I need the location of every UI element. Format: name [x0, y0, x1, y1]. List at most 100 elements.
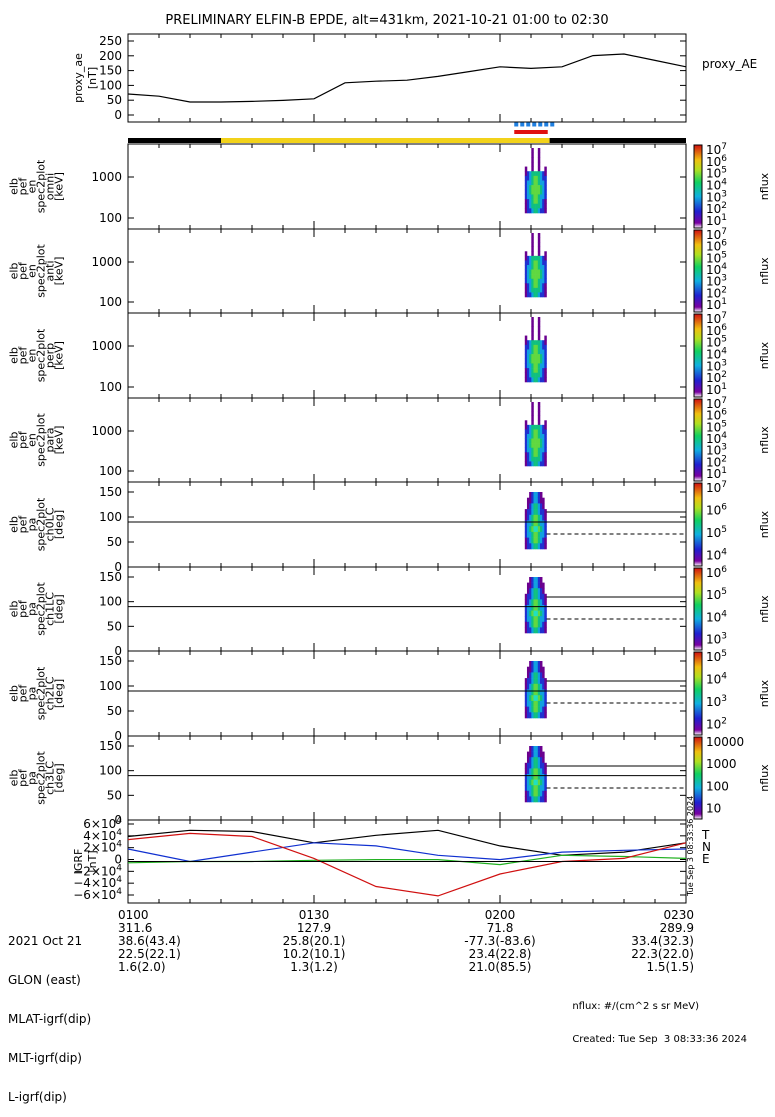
y-axis-label: spec2plot — [35, 328, 48, 382]
spectrogram-cell — [544, 199, 547, 205]
y-axis-label: spec2plot — [35, 666, 48, 720]
spectrogram-cell — [531, 411, 534, 417]
spectrogram-cell — [539, 706, 543, 713]
spectrogram-cell — [524, 434, 528, 439]
spectrogram-cell — [526, 424, 530, 430]
spectrogram-cell — [542, 695, 545, 702]
spectrogram-cell — [539, 695, 543, 702]
spectrogram-cell — [531, 203, 534, 209]
spectrogram-cell — [531, 678, 534, 685]
spectrogram-cell — [542, 456, 545, 462]
spectrogram-cell — [533, 503, 536, 510]
spectrogram-cell — [531, 689, 534, 696]
spectrogram-cell — [542, 354, 545, 360]
spectrogram-cell — [533, 443, 536, 449]
spectrogram-cell — [539, 429, 543, 435]
spectrogram-cell — [542, 672, 545, 679]
spectrogram-cell — [537, 443, 541, 449]
y-tick-label: 0 — [114, 644, 122, 658]
colorbar-tick-label: 104 — [706, 262, 727, 277]
spectrogram-cell — [537, 349, 541, 355]
spectrogram-cell — [531, 340, 534, 346]
footer-value: 25.8(20.1) — [283, 934, 346, 948]
spectrogram-cell — [529, 678, 532, 685]
y-tick-label: 50 — [107, 619, 122, 633]
spectrogram-cell — [531, 255, 534, 261]
spectrogram-cell — [535, 543, 539, 550]
y-axis-label: elb — [8, 770, 21, 787]
y-tick-label: 100 — [99, 78, 122, 92]
spectrogram-cell — [537, 610, 541, 617]
spectrogram-cell — [544, 185, 547, 191]
science-zone-marker — [532, 122, 537, 127]
spectrogram-cell — [537, 757, 541, 764]
spectrogram-cell — [537, 537, 541, 544]
spectrogram-cell — [542, 543, 545, 550]
spectrogram-cell — [529, 208, 532, 214]
spectrogram-cell — [524, 368, 528, 374]
y-axis-label: [deg] — [53, 510, 66, 539]
spectrogram-cell — [535, 672, 539, 679]
y-tick-label: −6×104 — [73, 887, 122, 902]
spectrogram-cell — [529, 610, 532, 617]
spectrogram-cell — [529, 616, 532, 623]
spectrogram-cell — [524, 443, 528, 449]
spectrogram-cell — [531, 706, 534, 713]
spectrogram-cell — [544, 180, 547, 186]
spectrogram-cell — [539, 526, 543, 533]
spectrogram-cell — [526, 751, 530, 758]
spectrogram-cell — [531, 152, 534, 158]
y-tick-label: 1000 — [91, 339, 122, 353]
spectrogram-cell — [529, 278, 532, 284]
spectrogram-cell — [535, 582, 539, 589]
spectrogram-cell — [524, 175, 528, 181]
spectrogram-cell — [524, 683, 528, 690]
spectrogram-cell — [531, 599, 534, 606]
spectrogram-cell — [539, 514, 543, 521]
y-axis-label: ch0LC — [44, 507, 57, 541]
spectrogram-cell — [531, 605, 534, 611]
spectrogram-cell — [537, 317, 541, 322]
spectrogram-cell — [537, 452, 541, 458]
spectrogram-cell — [529, 194, 532, 200]
spectrogram-cell — [533, 189, 536, 195]
spectrogram-cell — [542, 514, 545, 521]
spectrogram-cell — [529, 175, 532, 181]
science-zone-marker — [514, 122, 519, 127]
spectrogram-cell — [537, 415, 541, 421]
spectrogram-cell — [539, 520, 543, 527]
spectrogram-cell — [537, 402, 541, 407]
y-tick-label: 150 — [99, 485, 122, 499]
spectrogram-cell — [529, 537, 532, 544]
spectrogram-cell — [526, 265, 530, 270]
spectrogram-cell — [539, 180, 543, 186]
chart-title: PRELIMINARY ELFIN-B EPDE, alt=431km, 202… — [165, 13, 608, 28]
spectrogram-cell — [529, 526, 532, 533]
spectrogram-cell — [542, 208, 545, 214]
spectrogram-cell — [524, 287, 528, 293]
spectrogram-cell — [524, 438, 528, 444]
spectrogram-cell — [539, 175, 543, 181]
spectrogram-cell — [529, 452, 532, 458]
spectrogram-cell — [526, 700, 530, 707]
y-tick-label: 2×104 — [83, 840, 122, 855]
spectrogram-cell — [537, 377, 541, 383]
footer-value: 1.5(1.5) — [646, 960, 694, 974]
colorbar-tick-label: 102 — [706, 370, 727, 385]
spectrogram-cell — [529, 269, 532, 275]
y-axis-label: elb — [8, 601, 21, 618]
spectrogram-cell — [529, 358, 532, 364]
spectrogram-cell — [535, 503, 539, 510]
spectrogram-cell — [539, 537, 543, 544]
spectrogram-cell — [533, 171, 536, 177]
spectrogram-cell — [537, 424, 541, 430]
spectrogram-cell — [529, 762, 532, 769]
y-axis-label: pef — [17, 261, 30, 280]
spectrogram-cell — [544, 344, 547, 350]
spectrogram-cell — [542, 700, 545, 707]
spectrogram-cell — [537, 199, 541, 205]
spectrogram-cell — [524, 621, 528, 628]
spectrogram-cell — [537, 700, 541, 707]
spectrogram-cell — [529, 185, 532, 191]
y-axis-label: elb — [8, 178, 21, 195]
